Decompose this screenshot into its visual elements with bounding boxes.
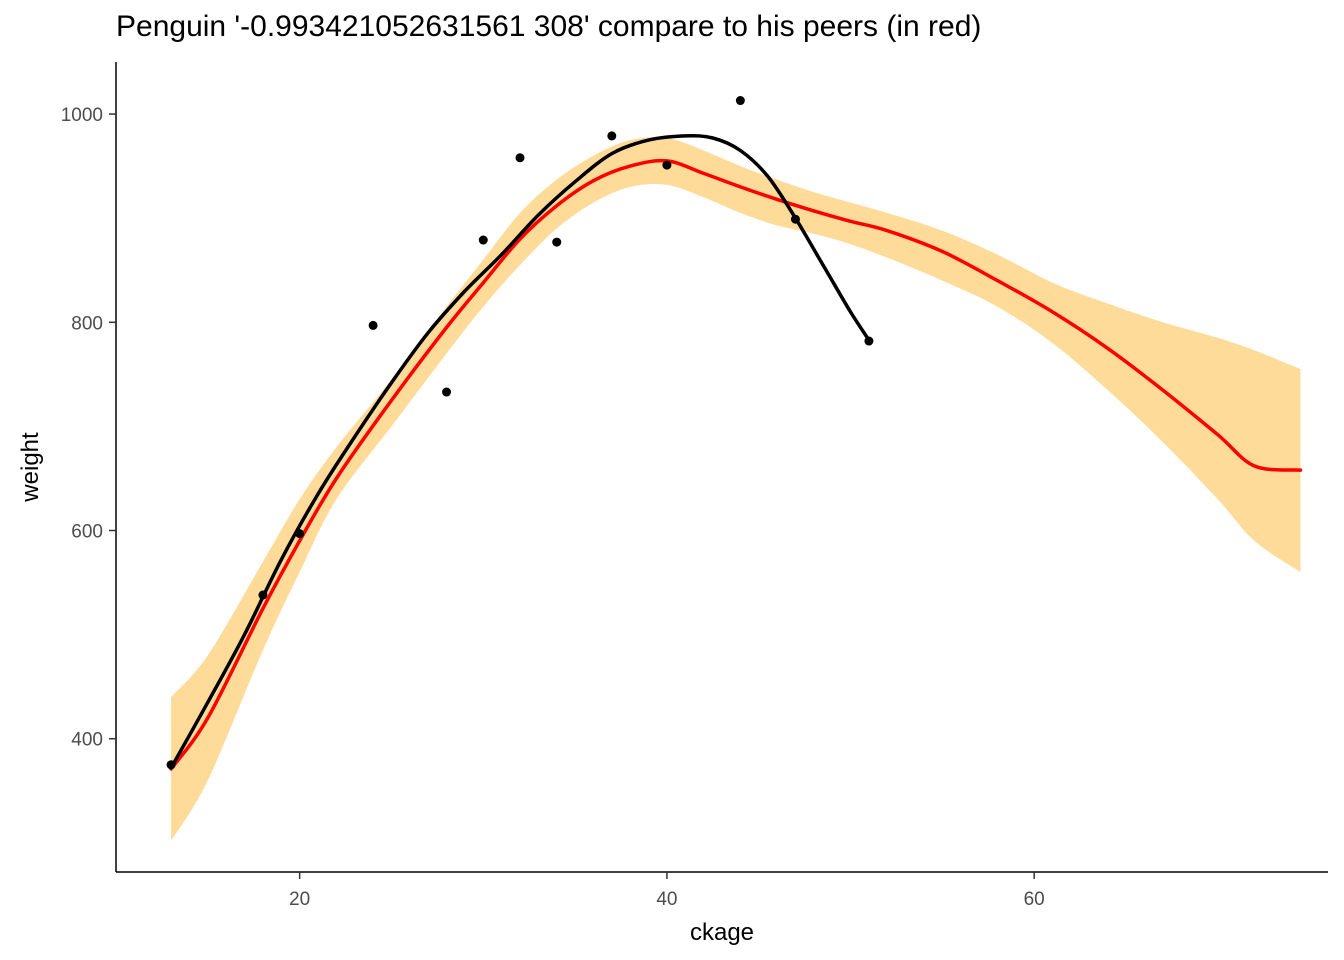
peer-smooth-line bbox=[169, 158, 1303, 771]
individual-line-layer bbox=[169, 134, 871, 770]
data-point bbox=[552, 237, 562, 247]
individual-smooth-line bbox=[169, 134, 871, 770]
y-tick-label: 1000 bbox=[61, 105, 103, 126]
x-tick-label: 60 bbox=[1024, 889, 1045, 910]
data-point bbox=[258, 590, 268, 600]
x-tick-label: 40 bbox=[656, 889, 677, 910]
y-tick-label: 400 bbox=[71, 730, 103, 751]
data-point bbox=[368, 320, 378, 330]
x-tick-label: 20 bbox=[289, 889, 310, 910]
data-point bbox=[790, 214, 800, 224]
chart-title: Penguin '-0.993421052631561 308' compare… bbox=[116, 10, 982, 43]
y-axis-title: weight bbox=[17, 432, 44, 503]
data-point bbox=[295, 529, 305, 539]
axes: 20 40 60 400 600 800 1000 bbox=[61, 62, 1328, 910]
data-point bbox=[166, 760, 176, 770]
confidence-band-layer bbox=[171, 137, 1301, 841]
data-point bbox=[735, 96, 745, 106]
y-tick-label: 800 bbox=[71, 313, 103, 334]
data-point bbox=[515, 153, 525, 163]
data-point bbox=[864, 336, 874, 346]
data-point bbox=[662, 160, 672, 170]
data-point bbox=[478, 235, 488, 245]
data-points-layer bbox=[166, 96, 874, 770]
y-tick-label: 600 bbox=[71, 522, 103, 543]
peer-line-layer bbox=[169, 158, 1303, 771]
data-point bbox=[442, 387, 452, 397]
data-point bbox=[607, 131, 617, 141]
confidence-band bbox=[171, 137, 1301, 841]
x-axis-title: ckage bbox=[690, 919, 754, 946]
